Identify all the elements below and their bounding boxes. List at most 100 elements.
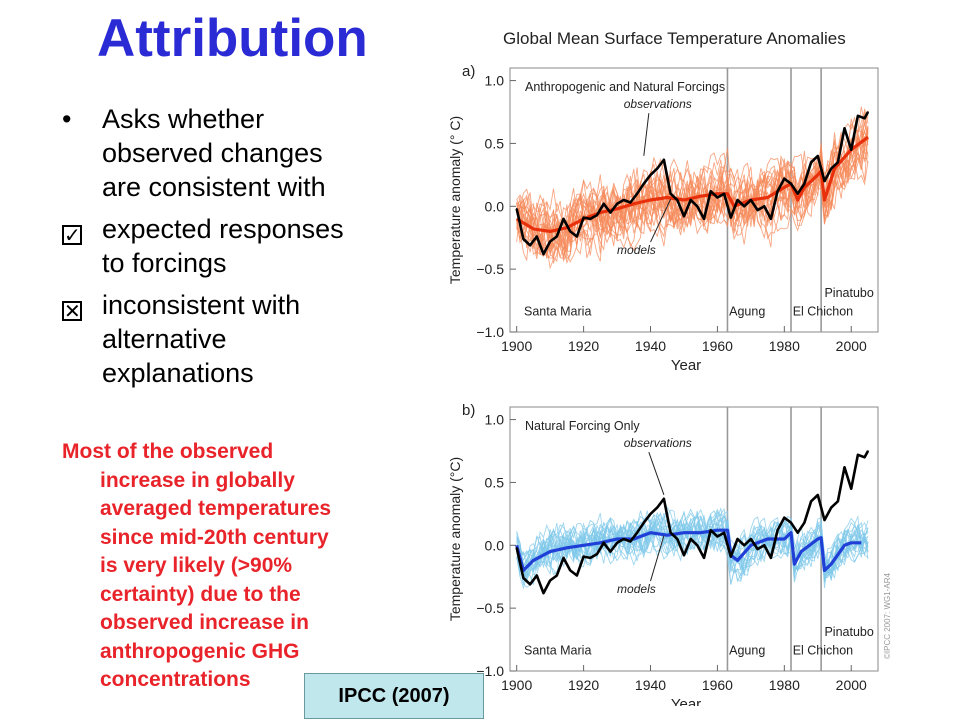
y-tick-label: −0.5 (476, 261, 504, 277)
observation-point (669, 531, 672, 534)
y-tick-label: 1.0 (485, 73, 505, 89)
bullet-inconsistent-line-2: alternative (102, 324, 227, 354)
series-observations (515, 450, 870, 595)
observation-point (736, 538, 739, 540)
observation-point (783, 177, 786, 180)
observation-point (790, 521, 792, 524)
observation-point (609, 550, 612, 553)
annotation-models: models (617, 582, 656, 596)
volcano-label: Santa Maria (524, 644, 591, 658)
chart-panel-b: b) 1900 1920 1940 1960 1980 2000 −1.0 −0.5 0.0 0.5… (447, 402, 892, 706)
volcano-label: Pinatubo (824, 625, 873, 639)
observation-point (522, 238, 525, 240)
volcano-label: Agung (729, 305, 765, 319)
observation-point (696, 544, 699, 547)
annotation-observations: observations (624, 97, 692, 111)
observation-point (522, 577, 525, 579)
observation-point (703, 557, 705, 559)
y-tick-label: 1.0 (485, 412, 505, 428)
observation-point (576, 574, 578, 577)
crossed-box-icon: ✕ (62, 301, 82, 323)
observation-point (643, 521, 645, 524)
observation-point (643, 182, 645, 185)
panel-label: a) (462, 63, 475, 80)
observation-point (529, 244, 531, 247)
observation-point (837, 500, 839, 503)
panel-label: b) (462, 402, 475, 419)
observation-point (649, 174, 652, 176)
x-tick-label: 1920 (568, 338, 599, 354)
copyright-watermark: ©IPCC 2007: WG1-AR4 (883, 573, 892, 659)
slide-title: Attribution (97, 9, 368, 68)
x-tick-label: 1940 (635, 338, 666, 354)
observation-point (622, 538, 625, 540)
observation-point (535, 235, 538, 238)
observation-point (756, 209, 759, 211)
observation-point (669, 192, 672, 195)
observation-point (556, 235, 558, 238)
observation-point (843, 466, 846, 469)
observation-point (843, 127, 846, 130)
observation-point (810, 161, 812, 164)
bullet-inconsistent-line-3: explanations (102, 358, 254, 388)
observation-point (656, 167, 658, 170)
observation-point (656, 506, 658, 509)
observation-point (663, 497, 665, 500)
observation-point (823, 180, 826, 182)
model-ensemble-run (516, 512, 869, 584)
observation-point (743, 205, 745, 208)
observation-point (569, 230, 572, 233)
y-tick-label: 0.0 (485, 537, 505, 553)
observation-point (616, 541, 618, 544)
observation-point (816, 155, 819, 157)
y-axis-label: Temperature anomaly (° C) (447, 116, 463, 284)
observation-point (596, 214, 598, 216)
conclusion-line: observed increase in (100, 611, 309, 634)
observation-point (576, 235, 578, 238)
model-ensemble-run (516, 510, 869, 579)
observation-point (863, 117, 866, 120)
observation-point (609, 211, 612, 214)
observation-point (676, 199, 679, 201)
source-citation: IPCC (2007) (304, 673, 484, 719)
x-axis-label: Year (671, 696, 701, 706)
observation-point (689, 199, 692, 201)
volcano-label: El Chichon (793, 305, 853, 319)
temperature-anomaly-figure: Global Mean Surface Temperature Anomalie… (447, 29, 892, 706)
bullet-inconsistent-line-1: inconsistent with (102, 290, 301, 320)
bullet-inconsistent: ✕ inconsistent with alternative explanat… (62, 288, 422, 390)
annotation-arrow (643, 113, 650, 156)
model-ensemble-run (516, 508, 869, 590)
x-tick-label: 1900 (501, 338, 532, 354)
observation-point (803, 521, 806, 524)
observation-point (596, 553, 598, 555)
x-tick-label: 1960 (702, 677, 733, 693)
observation-point (629, 201, 632, 204)
volcano-label: Agung (729, 644, 765, 658)
observation-point (837, 161, 839, 164)
volcano-label: Santa Maria (524, 305, 591, 319)
annotation-arrow (650, 535, 665, 582)
observation-point (589, 557, 592, 559)
observation-point (515, 547, 518, 549)
bullet-expected-line-1: expected responses (102, 214, 344, 244)
conclusion-line: since mid-20th century (100, 525, 329, 549)
bullet-consistency-line-3: are consistent with (102, 172, 326, 202)
model-ensemble-run (516, 133, 869, 259)
checked-box-icon: ✓ (62, 225, 82, 247)
observation-point (756, 548, 759, 550)
observation-point (616, 202, 618, 205)
x-axis-label: Year (671, 357, 701, 374)
annotation-observations: observations (624, 436, 692, 450)
observation-point (589, 218, 592, 220)
y-tick-label: −1.0 (476, 324, 504, 340)
observation-point (803, 182, 806, 185)
observation-point (542, 253, 545, 255)
observation-point (636, 531, 638, 534)
observation-point (830, 506, 832, 509)
observation-point (602, 202, 605, 205)
observation-point (867, 111, 869, 113)
x-tick-label: 2000 (836, 338, 867, 354)
observation-point (622, 199, 625, 201)
observation-point (763, 544, 766, 547)
